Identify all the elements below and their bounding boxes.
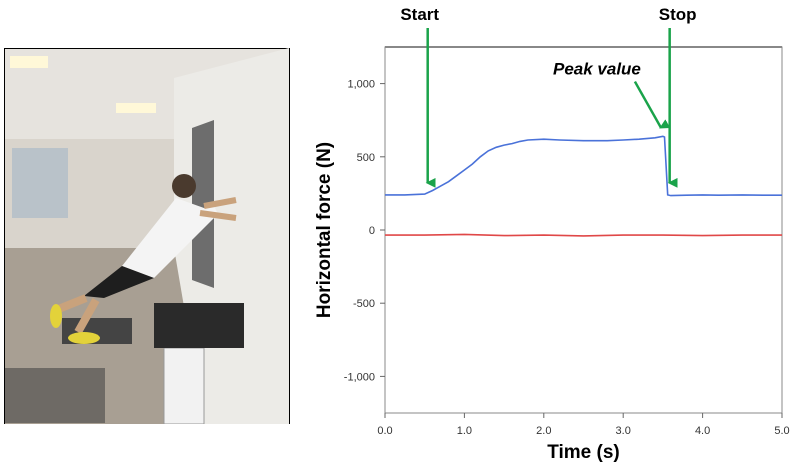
y-tick-label: 1,000 xyxy=(347,79,375,91)
annotation-label: Peak value xyxy=(553,60,641,79)
ceiling-light xyxy=(10,56,48,68)
x-axis: 0.0 1.0 2.0 3.0 4.0 5.0 xyxy=(377,413,790,437)
y-tick-label: 0 xyxy=(369,225,375,237)
x-tick-label: 4.0 xyxy=(695,425,710,437)
series-layer xyxy=(385,135,782,237)
pedestal xyxy=(163,347,205,424)
y-tick-label: -1,000 xyxy=(344,371,375,383)
x-tick-label: 5.0 xyxy=(774,425,789,437)
series-line-1 xyxy=(385,135,782,197)
annotation-label: Stop xyxy=(659,5,697,24)
ceiling-light xyxy=(116,103,156,113)
y-tick-label: 500 xyxy=(357,152,375,164)
x-axis-label: Time (s) xyxy=(547,442,620,463)
annotation-layer: Start Stop Peak value xyxy=(400,5,697,188)
dumbbells xyxy=(154,303,244,348)
y-axis-label: Horizontal force (N) xyxy=(314,142,335,318)
wall-push-exercise-photo xyxy=(4,48,290,424)
x-tick-label: 0.0 xyxy=(377,425,392,437)
y-tick-label: -500 xyxy=(353,298,375,310)
series-line-2 xyxy=(385,233,782,237)
floor-mat xyxy=(5,368,105,423)
force-time-chart: 1,000 500 0 -500 -1,000 0.0 1.0 2.0 3.0 4.0 5.0 S… xyxy=(314,5,790,463)
x-tick-label: 1.0 xyxy=(457,425,472,437)
window xyxy=(12,148,68,218)
plot-area xyxy=(384,46,783,414)
y-axis: 1,000 500 0 -500 -1,000 xyxy=(344,79,385,383)
annotation-label: Start xyxy=(400,5,439,24)
x-tick-label: 3.0 xyxy=(616,425,631,437)
person xyxy=(50,174,237,344)
x-tick-label: 2.0 xyxy=(536,425,551,437)
doorway xyxy=(192,120,214,288)
annotation-arrow xyxy=(633,80,671,129)
